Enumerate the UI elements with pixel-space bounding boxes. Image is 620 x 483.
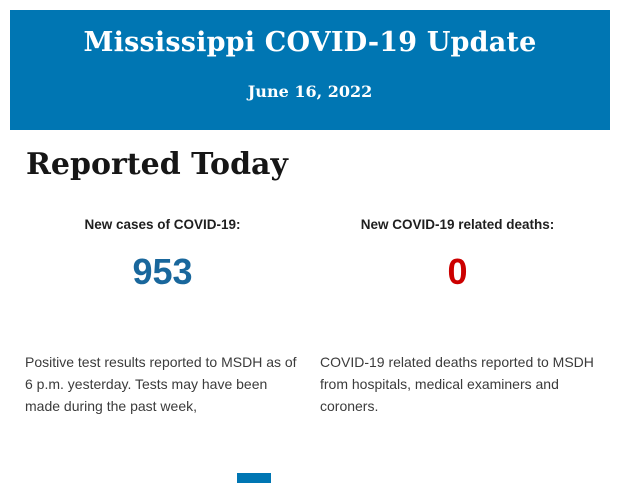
new-deaths-value: 0: [447, 251, 468, 292]
stat-card-new-cases: New cases of COVID-19: 953 Positive test…: [25, 217, 300, 417]
header-banner: Mississippi COVID-19 Update June 16, 202…: [10, 10, 610, 130]
stat-card-new-deaths: New COVID-19 related deaths: 0 COVID-19 …: [320, 217, 595, 417]
stats-grid: New cases of COVID-19: 953 Positive test…: [25, 217, 595, 417]
section-heading: Reported Today: [26, 147, 288, 182]
new-deaths-label: New COVID-19 related deaths:: [360, 217, 555, 232]
new-deaths-description: COVID-19 related deaths reported to MSDH…: [320, 354, 594, 414]
new-cases-description: Positive test results reported to MSDH a…: [25, 354, 297, 414]
next-section-blue-fragment: [237, 473, 271, 483]
report-date: June 16, 2022: [247, 82, 373, 101]
new-cases-label: New cases of COVID-19:: [84, 217, 241, 232]
page-title: Mississippi COVID-19 Update: [83, 27, 537, 58]
content-area: Reported Today New cases of COVID-19: 95…: [0, 147, 620, 417]
new-cases-value: 953: [132, 251, 193, 292]
